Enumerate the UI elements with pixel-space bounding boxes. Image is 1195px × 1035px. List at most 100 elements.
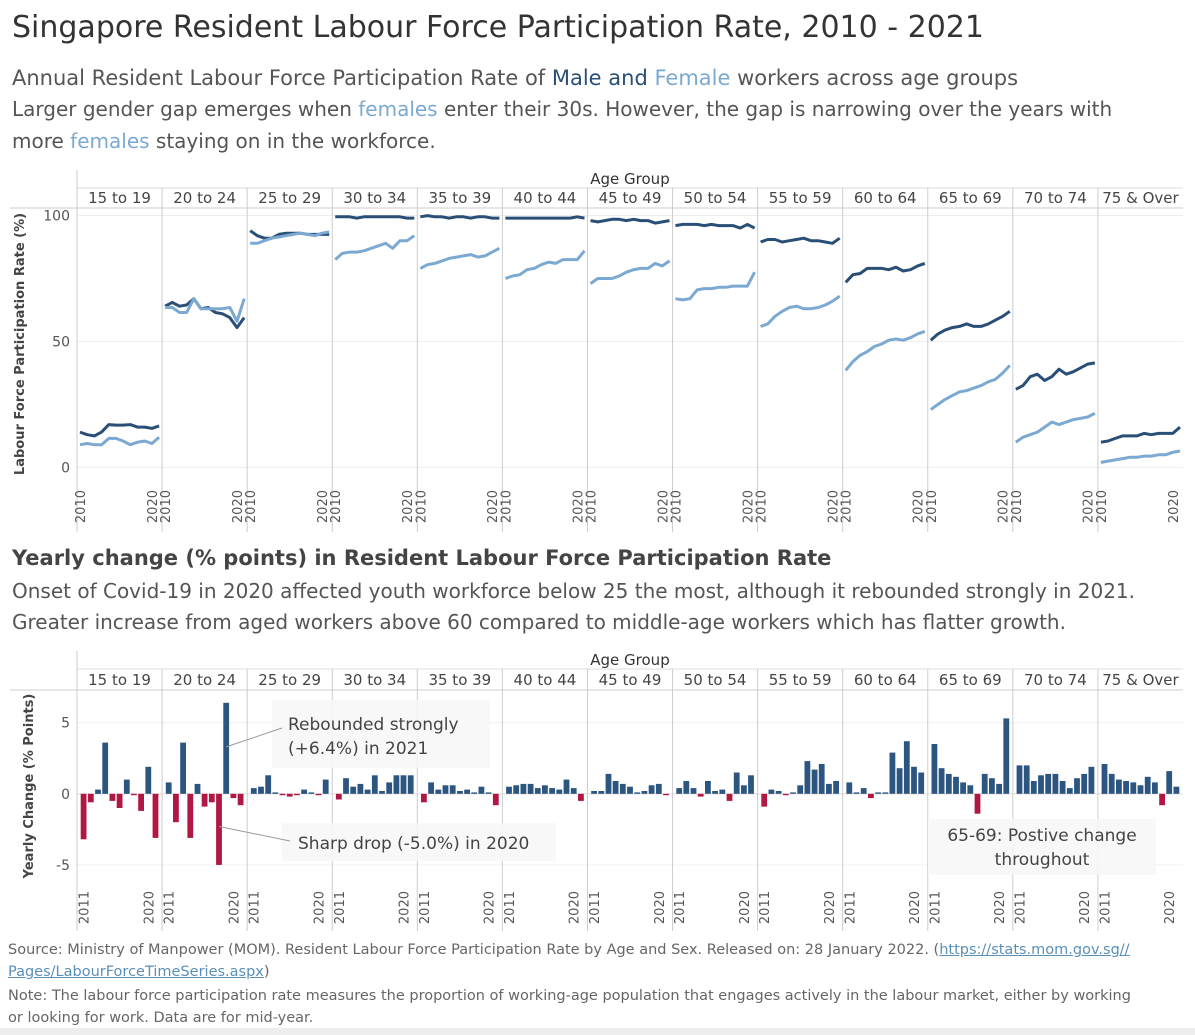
bar-positive: [194, 783, 201, 794]
subtitle-post: workers across age groups: [730, 66, 1019, 90]
bar-negative: [315, 793, 322, 796]
bar-positive: [449, 785, 456, 794]
bar-positive: [1052, 773, 1059, 794]
x-tick-label: 2020: [483, 891, 498, 924]
x-tick-label: 2020: [571, 490, 586, 523]
bar-negative: [230, 793, 237, 799]
x-tick-label: 2020: [142, 891, 157, 924]
desc1-line2-post: staying on in the workforce.: [149, 129, 436, 153]
bar-positive: [265, 775, 272, 794]
bar-positive: [712, 791, 718, 794]
participation-line-chart: Age Group 0 50 100 Labour Force Participatio…: [10, 170, 1183, 532]
bar-positive: [1059, 781, 1066, 794]
bar-negative: [109, 793, 116, 801]
bar-positive: [357, 783, 364, 794]
footer-source-post: ): [263, 964, 270, 980]
x-tick-label: 2020: [741, 490, 756, 523]
bar-positive: [1173, 786, 1180, 794]
bar-negative: [726, 793, 733, 801]
x-tick-label: 2020: [738, 891, 753, 924]
chart2-description-line2: Greater increase from aged workers above…: [12, 610, 1066, 634]
chart2-title: Yearly change (% points) in Resident Lab…: [12, 546, 832, 570]
x-tick-label: 2010: [329, 490, 344, 523]
bar-positive: [1081, 773, 1088, 794]
subtitle-female: Female: [654, 66, 731, 90]
chart2-description-line1: Onset of Covid-19 in 2020 affected youth…: [12, 579, 1135, 603]
column-header: Age Group: [590, 651, 669, 669]
bar-negative: [87, 793, 94, 803]
bar-positive: [322, 779, 329, 794]
age-group-header: 15 to 19: [88, 671, 151, 689]
bar-positive: [165, 782, 172, 794]
bar-positive: [591, 791, 597, 794]
bar-positive: [896, 768, 903, 794]
x-tick-label: 2011: [418, 891, 433, 924]
bar-positive: [903, 741, 910, 794]
age-group-header: 30 to 34: [343, 671, 406, 689]
bar-negative: [279, 793, 286, 796]
bar-positive: [527, 783, 534, 794]
bar-positive: [690, 788, 697, 794]
bar-positive: [641, 791, 648, 794]
age-group-header: 65 to 69: [939, 671, 1002, 689]
bar-positive: [542, 785, 548, 794]
bar-positive: [549, 788, 555, 794]
bar-positive: [818, 764, 825, 794]
bar-positive: [619, 783, 626, 794]
series-line-female: [1100, 449, 1181, 464]
x-tick-label: 2020: [997, 490, 1012, 523]
bar-negative: [116, 793, 123, 808]
x-tick-label: 2020: [656, 490, 671, 523]
series-line-male: [760, 236, 841, 245]
x-tick-label: 2010: [1010, 490, 1025, 523]
subtitle-male: Male and: [551, 66, 648, 90]
x-tick-label: 2010: [414, 490, 429, 523]
bar-negative: [216, 793, 222, 865]
bottom-bar: [0, 1028, 1195, 1035]
series-line-female: [675, 271, 756, 302]
bar-positive: [945, 773, 952, 794]
column-header: Age Group: [590, 170, 669, 188]
age-group-header: 25 to 29: [258, 189, 321, 207]
bar-positive: [911, 766, 917, 794]
bar-positive: [435, 789, 442, 794]
bar-positive: [598, 791, 605, 794]
bar-positive: [102, 742, 109, 794]
footer-source-pre: Source: Ministry of Manpower (MOM). Resi…: [8, 942, 940, 958]
bar-positive: [804, 761, 811, 794]
age-group-header: 45 to 49: [599, 189, 662, 207]
bar-positive: [882, 792, 889, 794]
x-tick-label: 2020: [823, 891, 838, 924]
bar-positive: [676, 788, 683, 794]
series-line-female: [504, 249, 586, 280]
series-line-male: [844, 261, 926, 284]
series-line-male: [79, 423, 160, 438]
page-title: Singapore Resident Labour Force Particip…: [12, 10, 984, 45]
bar-positive: [534, 788, 541, 794]
series-line-female: [334, 234, 416, 261]
bar-positive: [775, 791, 782, 794]
x-tick-label: 2010: [499, 490, 514, 523]
source-link-part1[interactable]: https://stats.mom.gov.sg//: [939, 942, 1130, 958]
desc1-line1-pre: Larger gender gap emerges when: [12, 97, 359, 121]
bar-positive: [563, 779, 570, 794]
source-link-part2[interactable]: Pages/LabourForceTimeSeries.aspx: [8, 964, 264, 980]
x-tick-label: 2020: [227, 891, 242, 924]
bar-positive: [364, 789, 371, 794]
bar-positive: [833, 781, 839, 794]
x-tick-label: 2010: [840, 490, 855, 523]
desc1-line2-pre: more: [12, 129, 71, 153]
bar-positive: [379, 791, 385, 794]
bar-positive: [931, 744, 938, 794]
bar-positive: [1030, 781, 1037, 794]
x-tick-label: 2020: [398, 891, 413, 924]
bar-positive: [428, 782, 434, 794]
x-tick-label: 2010: [670, 490, 685, 523]
bar-positive: [1123, 781, 1129, 794]
bar-positive: [719, 789, 726, 794]
x-tick-label: 2011: [78, 891, 93, 924]
x-tick-label: 2020: [146, 490, 161, 523]
x-tick-label: 2010: [1095, 490, 1110, 523]
series-line-male: [590, 217, 670, 225]
series-line-male: [1015, 361, 1096, 391]
